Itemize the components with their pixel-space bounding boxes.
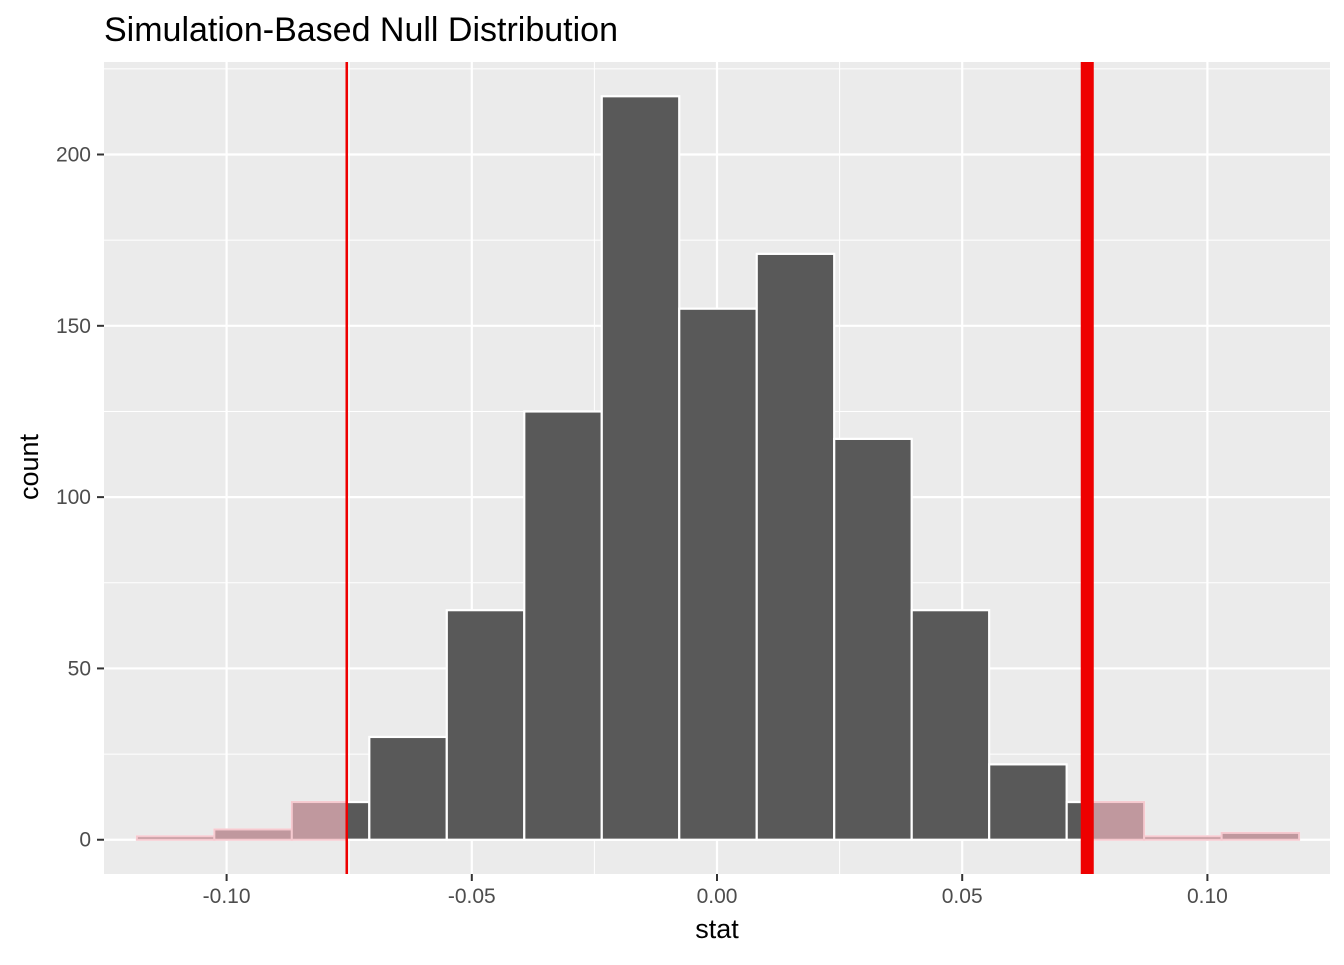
x-axis-title: stat (695, 914, 739, 944)
histogram-bar (755, 252, 836, 841)
shaded-tail-regions (135, 801, 1301, 841)
histogram-bar (910, 609, 991, 841)
y-tick-label: 150 (56, 315, 91, 338)
x-axis: -0.10 -0.05 0.00 0.05 0.10 (203, 874, 1228, 908)
chart-title: Simulation-Based Null Distribution (104, 11, 618, 49)
x-tick-label: 0.05 (942, 885, 983, 908)
y-tick-label: 50 (68, 657, 91, 680)
histogram-bar (368, 735, 448, 841)
histogram-bar (833, 437, 913, 841)
x-tick-label: -0.10 (203, 885, 251, 908)
histogram-bar (678, 307, 758, 841)
shaded-bar (213, 828, 293, 841)
shaded-bar (1086, 801, 1146, 841)
shaded-bar (1220, 831, 1301, 841)
histogram-bar (600, 95, 681, 841)
y-axis: 0 50 100 150 200 (56, 144, 104, 852)
y-axis-title: count (14, 433, 44, 500)
histogram-bar (445, 609, 526, 841)
observed-stat-lines (345, 62, 1094, 874)
x-tick-label: -0.05 (448, 885, 496, 908)
x-tick-label: 0.10 (1187, 885, 1228, 908)
shaded-bar (135, 835, 216, 841)
x-tick-label: 0.00 (697, 885, 738, 908)
y-tick-label: 200 (56, 144, 91, 167)
y-tick-label: 100 (56, 486, 91, 509)
histogram-bar (523, 410, 603, 841)
shaded-bar (290, 801, 348, 841)
histogram-bar (988, 763, 1068, 841)
shaded-bar (1143, 835, 1223, 841)
y-tick-label: 0 (79, 829, 91, 852)
